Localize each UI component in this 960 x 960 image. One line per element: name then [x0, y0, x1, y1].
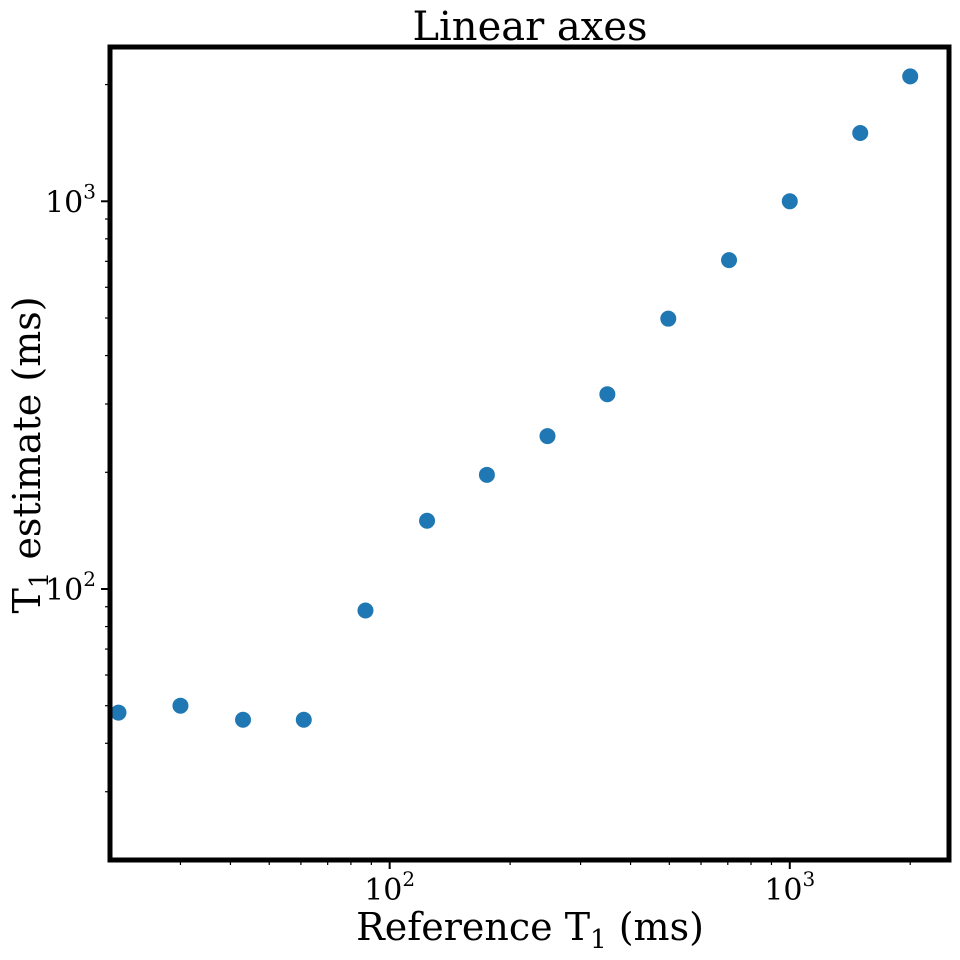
data-point: [539, 428, 556, 445]
chart-title: Linear axes: [412, 4, 647, 50]
x-tick-label: 102: [364, 867, 415, 908]
data-point: [235, 711, 252, 728]
x-tick-label: 103: [764, 867, 815, 908]
data-point: [295, 711, 312, 728]
data-point: [721, 252, 738, 269]
data-point: [781, 193, 798, 210]
data-point: [478, 466, 495, 483]
y-axis-label: T1 estimate (ms): [5, 296, 55, 613]
data-point: [852, 125, 869, 142]
y-axis-ticks: 102 103: [45, 83, 110, 793]
y-tick-label: 102: [45, 567, 96, 608]
data-point: [660, 310, 677, 327]
data-points: [110, 68, 919, 728]
x-axis-ticks: 102 103: [179, 860, 911, 908]
data-point: [902, 68, 919, 85]
data-point: [110, 704, 127, 721]
data-point: [357, 602, 374, 619]
plot-frame: [107, 44, 952, 863]
y-tick-label: 103: [45, 179, 96, 220]
data-point: [172, 697, 189, 714]
data-point: [419, 512, 436, 529]
x-axis-label: Reference T1 (ms): [356, 905, 704, 955]
data-point: [599, 386, 616, 403]
